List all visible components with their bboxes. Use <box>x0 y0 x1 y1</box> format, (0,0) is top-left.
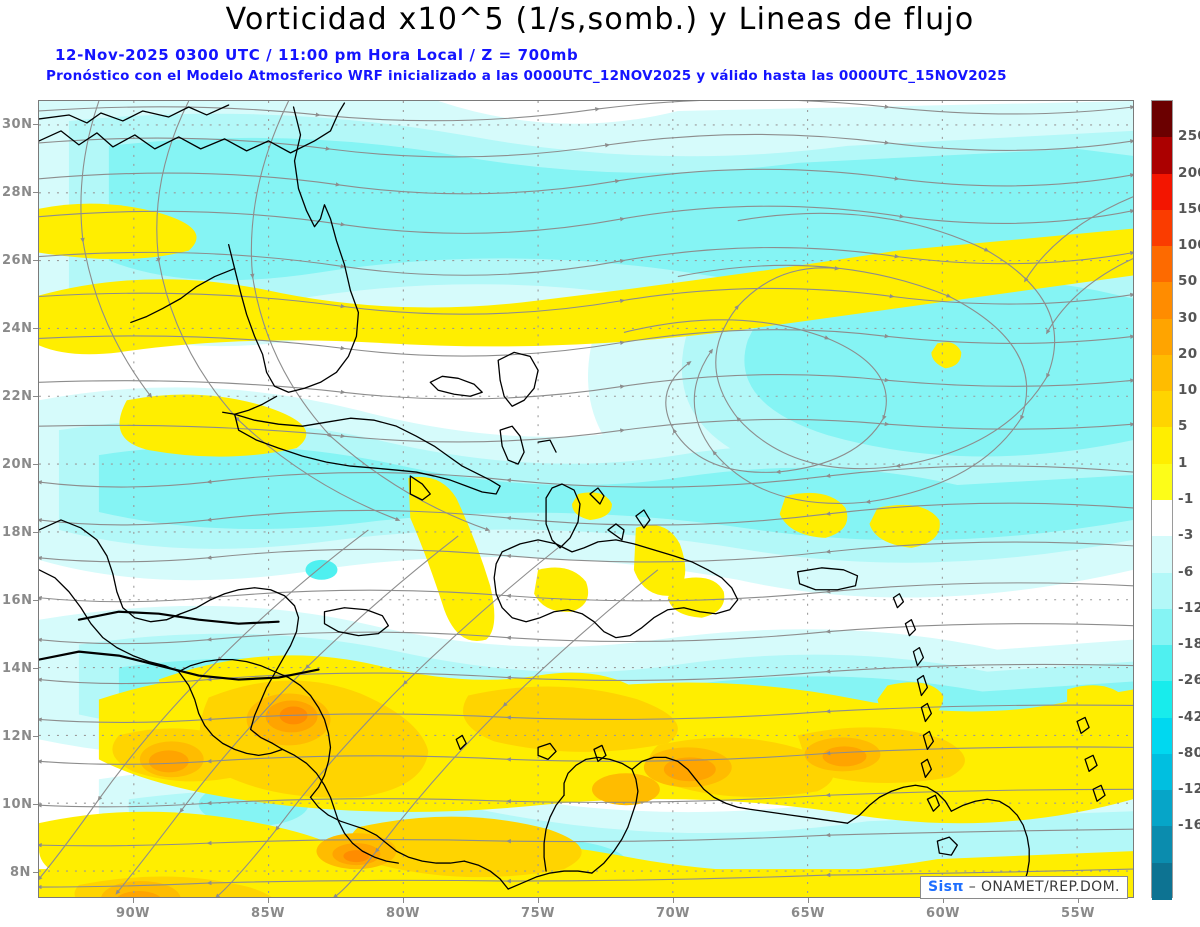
colorbar-band-11 <box>1152 500 1172 537</box>
lat-tick <box>33 872 38 873</box>
lon-tick <box>943 898 944 903</box>
colorbar-band-21 <box>1152 862 1172 900</box>
lat-tick <box>33 124 38 125</box>
colorbar-band-1 <box>1152 137 1172 175</box>
lon-tick <box>268 898 269 903</box>
colorbar-band-6 <box>1152 318 1172 356</box>
lon-tick <box>808 898 809 903</box>
colorbar-tick-150: 150 <box>1178 200 1200 217</box>
lon-label-55W: 55W <box>1061 906 1095 921</box>
lon-label-80W: 80W <box>386 906 420 921</box>
vorticity-colorbar[interactable] <box>1151 100 1173 900</box>
pi-icon: π <box>952 879 964 895</box>
colorbar-tick-10: 10 <box>1178 382 1198 399</box>
model-init-info: Pronóstico con el Modelo Atmosferico WRF… <box>46 68 1007 84</box>
agency-name: ONAMET/REP.DOM. <box>981 879 1120 895</box>
colorbar-band-8 <box>1152 391 1172 429</box>
colorbar-tick-neg26: -26 <box>1178 672 1200 689</box>
lat-tick <box>33 736 38 737</box>
colorbar-band-3 <box>1152 209 1172 247</box>
colorbar-band-12 <box>1152 536 1172 574</box>
colorbar-band-17 <box>1152 717 1172 755</box>
colorbar-band-19 <box>1152 790 1172 828</box>
colorbar-tick-200: 200 <box>1178 164 1200 181</box>
colorbar-tick-250: 250 <box>1178 128 1200 145</box>
colorbar-band-16 <box>1152 681 1172 719</box>
forecast-valid-time: 12-Nov-2025 0300 UTC / 11:00 pm Hora Loc… <box>55 46 579 64</box>
lat-tick <box>33 804 38 805</box>
colorbar-tick-neg80: -80 <box>1178 744 1200 761</box>
lon-label-85W: 85W <box>251 906 285 921</box>
colorbar-tick-neg18: -18 <box>1178 636 1200 653</box>
brand-separator: – <box>963 879 982 895</box>
lon-label-75W: 75W <box>521 906 555 921</box>
colorbar-tick-50: 50 <box>1178 273 1198 290</box>
colorbar-band-13 <box>1152 572 1172 610</box>
colorbar-tick-1: 1 <box>1178 454 1188 471</box>
colorbar-band-0 <box>1152 101 1172 138</box>
colorbar-tick-neg12: -12 <box>1178 599 1200 616</box>
lat-tick <box>33 260 38 261</box>
attribution-badge: Sisπ – ONAMET/REP.DOM. <box>920 876 1128 899</box>
colorbar-tick-20: 20 <box>1178 345 1198 362</box>
lat-tick <box>33 396 38 397</box>
colorbar-band-10 <box>1152 463 1172 501</box>
colorbar-band-20 <box>1152 826 1172 864</box>
colorbar-band-2 <box>1152 173 1172 211</box>
lon-tick <box>133 898 134 903</box>
colorbar-tick-100: 100 <box>1178 237 1200 254</box>
colorbar-band-14 <box>1152 608 1172 646</box>
map-plot-area[interactable] <box>38 100 1134 898</box>
colorbar-band-7 <box>1152 354 1172 392</box>
colorbar-band-15 <box>1152 645 1172 682</box>
lat-tick <box>33 192 38 193</box>
lat-tick <box>33 668 38 669</box>
lat-tick <box>33 600 38 601</box>
page-title: Vorticidad x10^5 (1/s,somb.) y Lineas de… <box>225 2 975 37</box>
colorbar-tick-neg1: -1 <box>1178 491 1194 507</box>
lon-tick <box>403 898 404 903</box>
lon-label-90W: 90W <box>116 906 150 921</box>
colorbar-tick-neg6: -6 <box>1178 563 1194 580</box>
colorbar-tick-neg120: -120 <box>1178 781 1200 798</box>
colorbar-tick-neg42: -42 <box>1178 708 1200 725</box>
lon-tick <box>673 898 674 903</box>
colorbar-tick-30: 30 <box>1178 309 1198 326</box>
colorbar-band-18 <box>1152 753 1172 791</box>
brand-prefix: Sis <box>928 879 953 895</box>
lon-label-65W: 65W <box>791 906 825 921</box>
colorbar-band-5 <box>1152 282 1172 320</box>
coastline-layer <box>39 102 1106 896</box>
lat-tick <box>33 464 38 465</box>
lat-tick <box>33 328 38 329</box>
colorbar-band-4 <box>1152 246 1172 283</box>
colorbar-tick-neg160: -160 <box>1178 817 1200 834</box>
colorbar-tick-5: 5 <box>1178 418 1188 435</box>
lat-tick <box>33 532 38 533</box>
lon-label-60W: 60W <box>926 906 960 921</box>
lon-tick <box>1078 898 1079 903</box>
colorbar-band-9 <box>1152 427 1172 465</box>
lon-label-70W: 70W <box>656 906 690 921</box>
lon-tick <box>538 898 539 903</box>
colorbar-tick-neg3: -3 <box>1178 527 1194 544</box>
